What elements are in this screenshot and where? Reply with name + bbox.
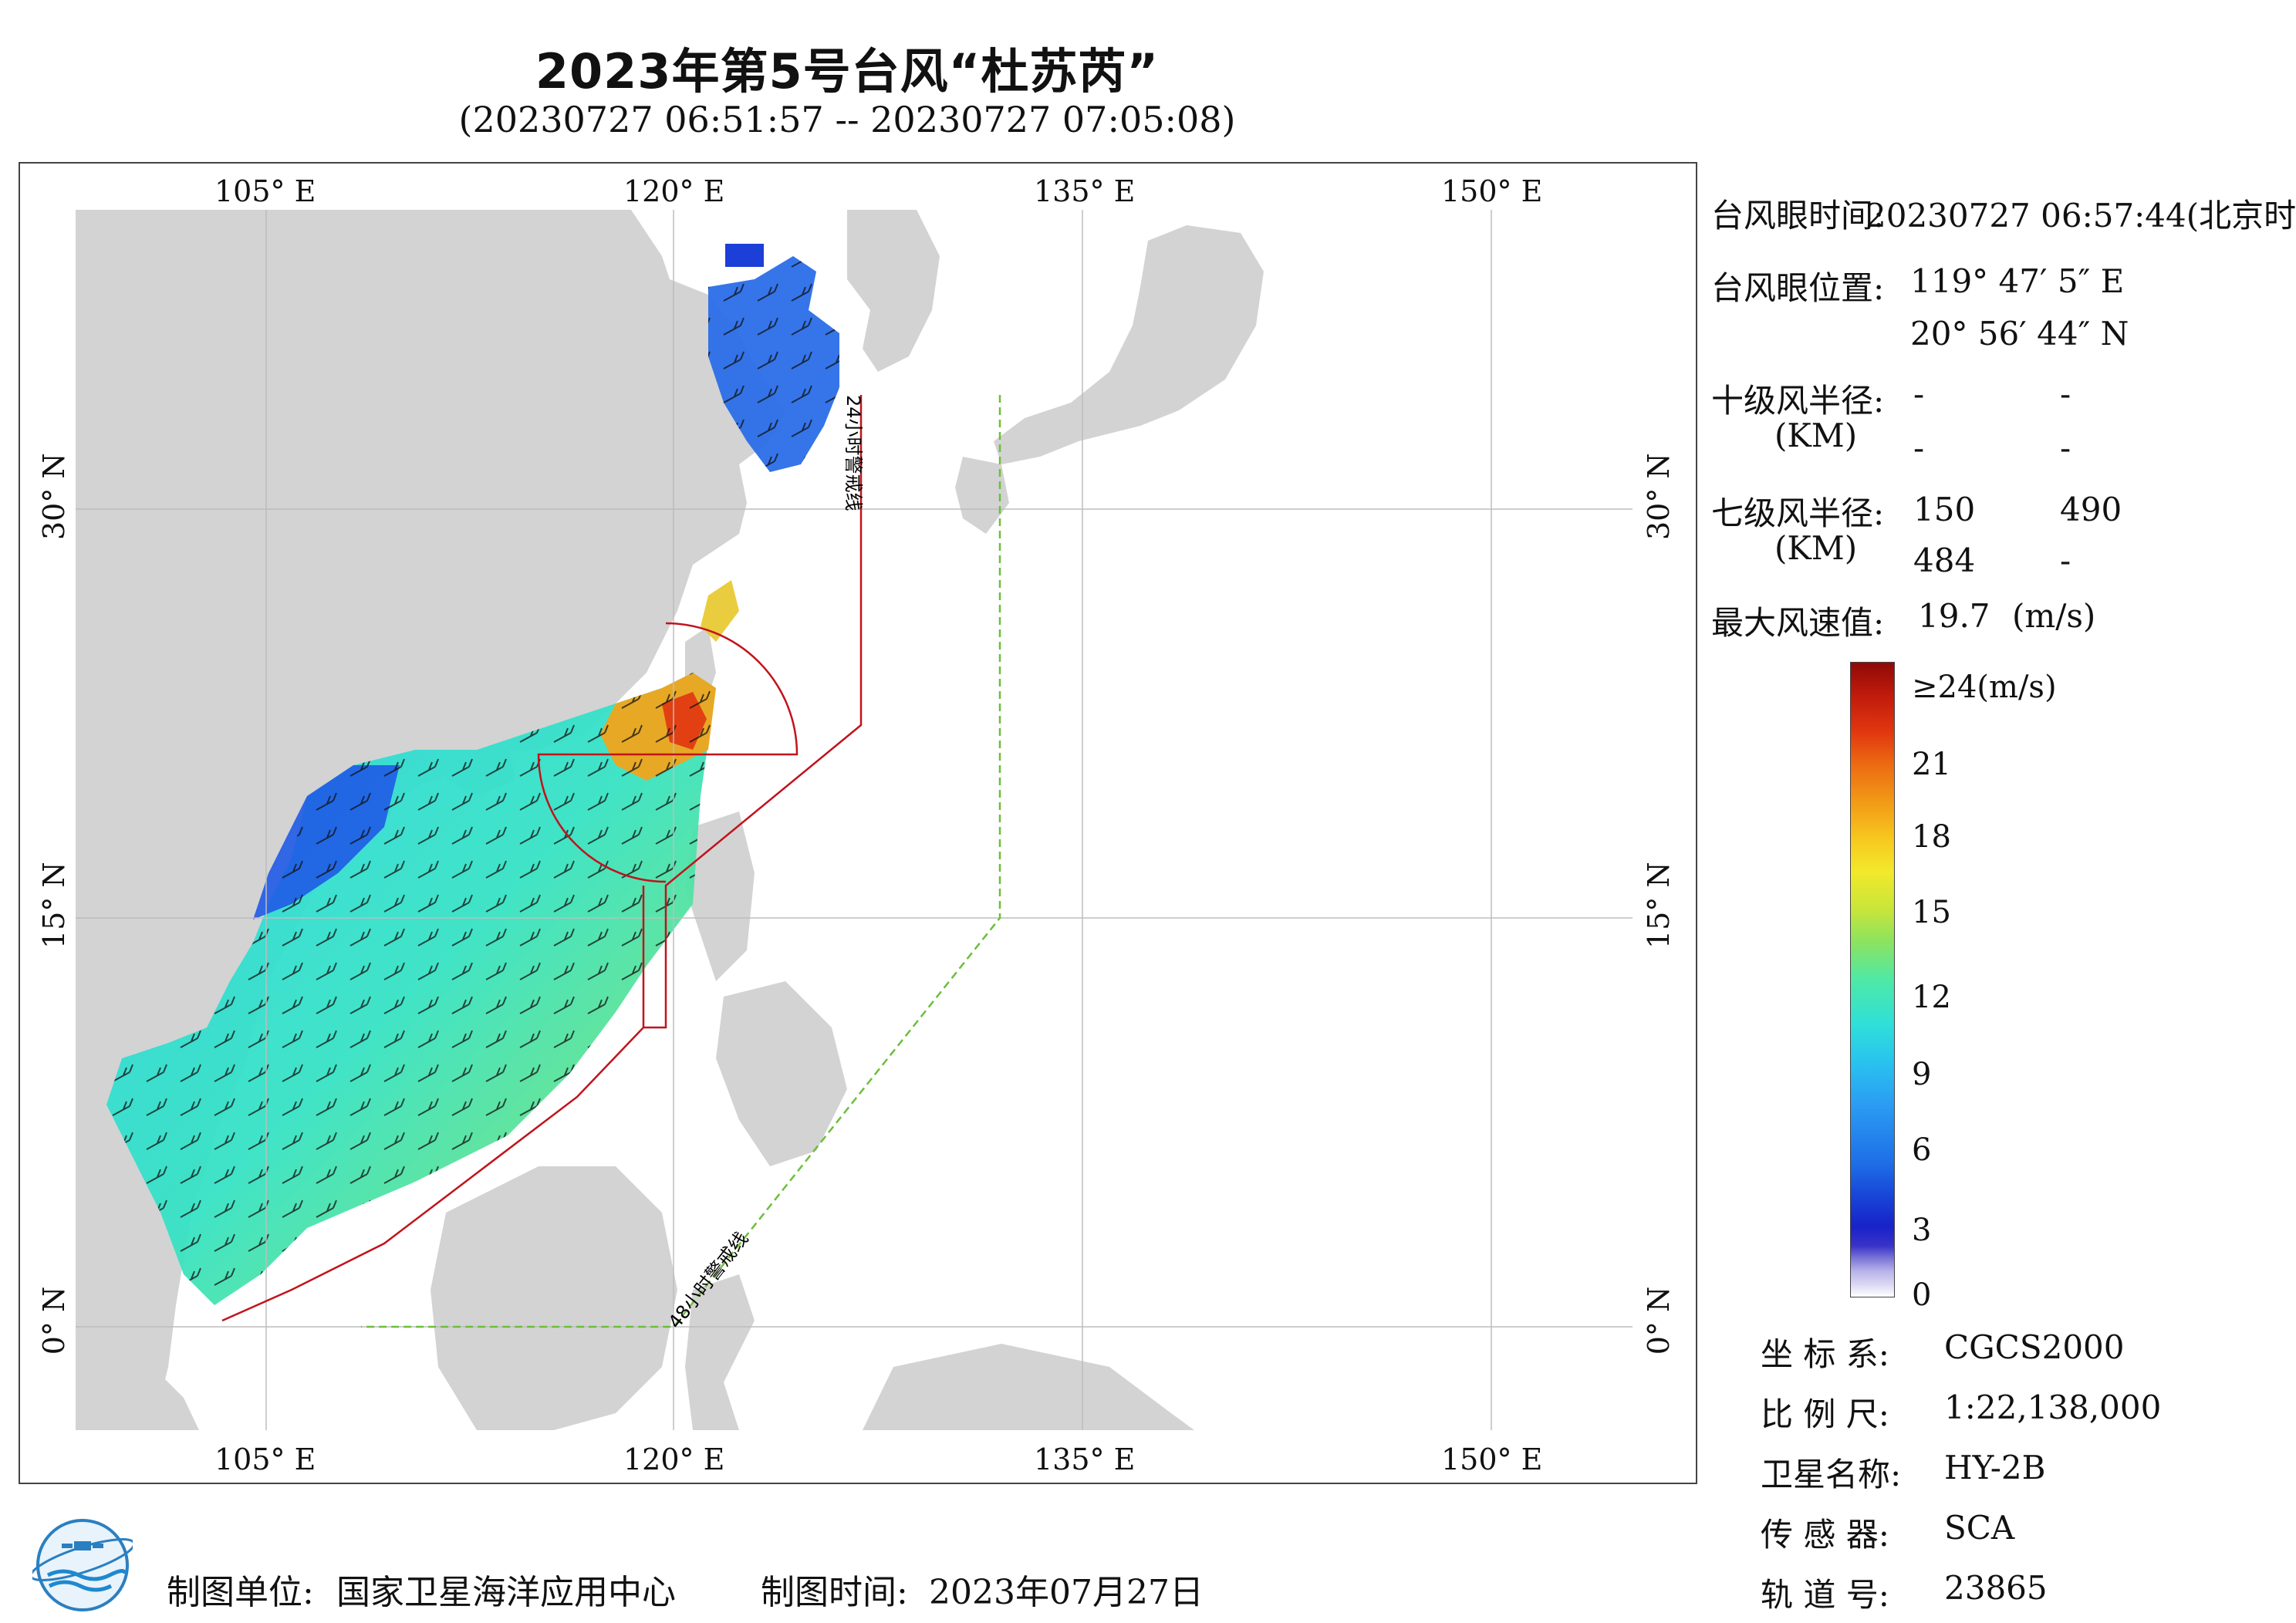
max-wind-unit: (m/s) (2012, 597, 2096, 635)
warning-line-24h (643, 395, 863, 1029)
production-date-label: 制图时间: (761, 1573, 908, 1612)
typhoon-r7-arc (537, 622, 799, 883)
coord-system-value: CGCS2000 (1944, 1328, 2125, 1366)
colorbar-label-15: 15 (1912, 895, 1951, 930)
left-lat-label-0: 0° N (37, 1286, 71, 1355)
left-lat-label-30: 30° N (37, 453, 71, 540)
land-asia-mainland (76, 210, 785, 1430)
map-subtitle: (20230727 06:51:57 -- 20230727 07:05:08) (458, 99, 1236, 140)
land-japan (994, 225, 1264, 464)
nsoas-logo-icon (32, 1519, 133, 1611)
land-sulawesi (685, 1274, 755, 1430)
bottom-lon-label-135: 135° E (1034, 1442, 1136, 1476)
map-title: 2023年第5号台风“杜苏芮” (535, 43, 1160, 100)
bottom-lon-label-105: 105° E (214, 1442, 316, 1476)
wind-barbs-north (708, 256, 839, 472)
satellite-label: 卫星名称: (1761, 1456, 1902, 1493)
colorbar-label-0: 0 (1912, 1277, 1932, 1313)
right-lat-label-30: 30° N (1642, 453, 1676, 540)
bottom-lon-label-150: 150° E (1441, 1442, 1543, 1476)
land-japan-kyushu (955, 457, 1009, 534)
scale-label: 比 例 尺: (1761, 1395, 1889, 1433)
r7-value-se: 490 (2060, 491, 2122, 528)
land-sumatra (76, 1336, 199, 1430)
colorbar-label-12: 12 (1912, 980, 1951, 1015)
r10-value-nw: - (2060, 429, 2071, 467)
colorbar-label-21: 21 (1912, 747, 1951, 782)
left-lat-label-15: 15° N (37, 862, 71, 949)
bottom-lon-label-120: 120° E (623, 1442, 725, 1476)
r7-label: 七级风半径: (1711, 494, 1885, 532)
max-wind-label: 最大风速值: (1711, 604, 1885, 642)
land-new-guinea (863, 1344, 1194, 1430)
r10-value-ne: - (1913, 375, 1925, 413)
eye-position-label: 台风眼位置: (1711, 269, 1885, 307)
sensor-label: 传 感 器: (1761, 1516, 1889, 1554)
r10-unit: (KM) (1774, 417, 1858, 454)
r7-value-nw: - (2060, 542, 2071, 579)
producer-label: 制图单位: (167, 1573, 314, 1612)
r10-value-sw: - (1913, 429, 1925, 467)
eye-latitude: 20° 56′ 44″ N (1910, 315, 2129, 353)
top-lon-label-105: 105° E (214, 174, 316, 208)
top-lon-label-150: 150° E (1441, 174, 1543, 208)
sensor-value: SCA (1944, 1509, 2015, 1547)
colorbar-label-9: 9 (1912, 1057, 1932, 1092)
eye-longitude: 119° 47′ 5″ E (1910, 262, 2125, 300)
r7-unit: (KM) (1774, 529, 1858, 567)
colorbar-label-6: 6 (1912, 1132, 1932, 1168)
right-lat-label-15: 15° N (1642, 862, 1676, 949)
warning-24h-label: 24小时警戒线 (842, 395, 864, 511)
coord-system-label: 坐 标 系: (1761, 1335, 1889, 1373)
producer-value: 国家卫星海洋应用中心 (336, 1573, 676, 1612)
wind-field-map: 24小时警戒线 48小时警戒线 (76, 210, 1633, 1430)
satellite-value: HY-2B (1944, 1449, 2046, 1486)
colorbar-label-3: 3 (1912, 1213, 1932, 1248)
r7-value-ne: 150 (1913, 491, 1976, 528)
land-korea (847, 210, 940, 372)
top-lon-label-120: 120° E (623, 174, 725, 208)
gridlines (76, 210, 1633, 1430)
land-philippines-luzon (685, 812, 755, 981)
scale-value: 1:22,138,000 (1944, 1388, 2162, 1426)
eye-time-label: 台风眼时间: (1711, 197, 1885, 235)
wind-swath-taiwan-strait (701, 580, 739, 642)
land-borneo (430, 1166, 677, 1430)
warning-line-24h-south (221, 886, 645, 1322)
r10-label: 十级风半径: (1711, 382, 1885, 420)
orbit-value: 23865 (1944, 1569, 2048, 1607)
warning-line-48h (361, 395, 1001, 1328)
top-lon-label-135: 135° E (1034, 174, 1136, 208)
max-wind-value: 19.7 (1918, 597, 1990, 635)
orbit-label: 轨 道 号: (1761, 1576, 1889, 1614)
r7-value-sw: 484 (1913, 542, 1976, 579)
colorbar-label-24: ≥24(m/s) (1912, 670, 2057, 705)
right-lat-label-0: 0° N (1642, 1286, 1676, 1355)
production-date-value: 2023年07月27日 (929, 1573, 1204, 1612)
wind-swath-bohai (725, 244, 764, 267)
r10-value-se: - (2060, 375, 2071, 413)
colorbar-label-18: 18 (1912, 819, 1951, 855)
eye-time-value: 20230727 06:57:44(北京时) (1866, 197, 2296, 235)
land-philippines-south (716, 981, 847, 1166)
wind-speed-colorbar (1850, 662, 1895, 1297)
